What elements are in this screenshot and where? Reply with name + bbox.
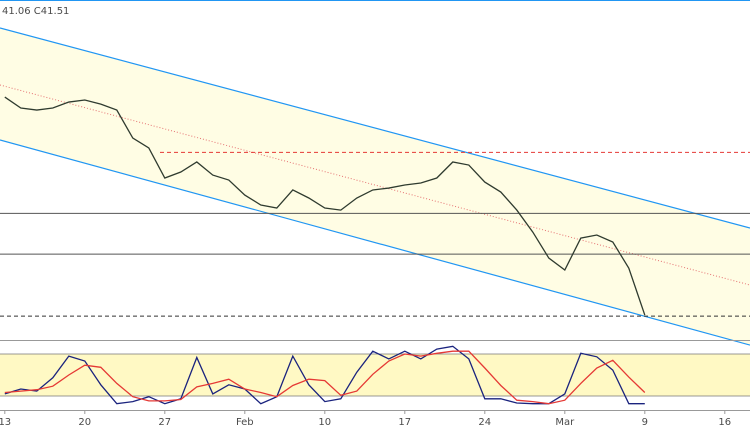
channel-middle	[0, 84, 750, 286]
x-tick-label: 13	[0, 417, 11, 428]
x-tick-label: Mar	[555, 417, 575, 428]
price-line	[4, 96, 646, 316]
ohlc-header: 41.06 C41.51	[2, 6, 69, 17]
x-tick-label: 27	[158, 417, 171, 428]
stoch-band	[0, 354, 750, 396]
channel-upper	[0, 27, 750, 229]
x-tick-label: 20	[78, 417, 91, 428]
stoch-line	[4, 345, 645, 405]
x-tick-label: 16	[718, 417, 731, 428]
x-tick-label: Feb	[236, 417, 254, 428]
x-tick-label: 10	[318, 417, 331, 428]
channel-lower	[0, 139, 750, 346]
x-tick-label: 9	[642, 417, 648, 428]
x-tick-label: 17	[398, 417, 411, 428]
stoch-line	[4, 350, 646, 405]
x-tick-label: 24	[478, 417, 491, 428]
channel-fill	[0, 27, 750, 346]
